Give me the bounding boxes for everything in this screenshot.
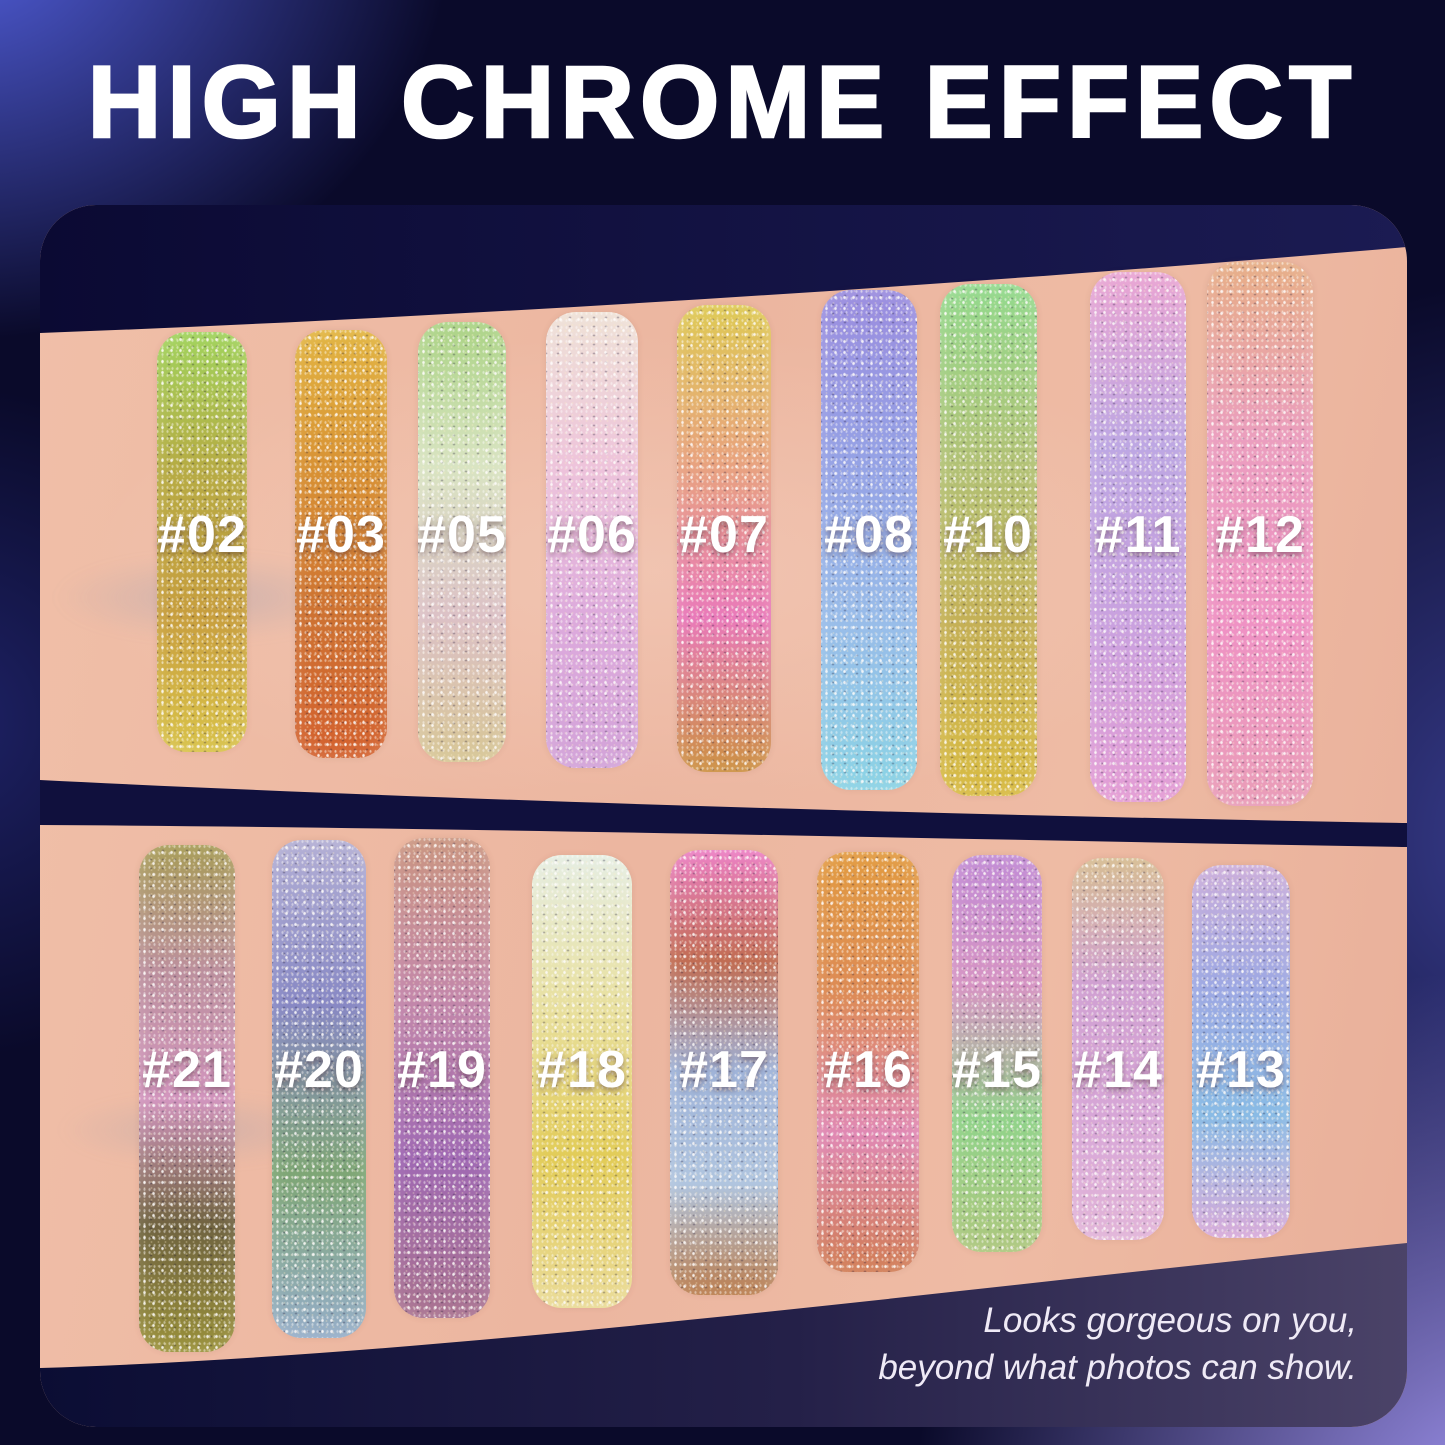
swatch-strip-15 [952, 855, 1042, 1252]
photo-top-dark-region [40, 205, 1407, 333]
swatch-label-07: #07 [679, 506, 769, 564]
swatch-label-02: #02 [157, 506, 247, 564]
swatch-label-13: #13 [1196, 1041, 1286, 1099]
photo-shapes [40, 205, 1407, 1427]
swatch-label-10: #10 [943, 506, 1033, 564]
swatch-label-05: #05 [417, 506, 507, 564]
swatch-strip-07 [677, 305, 771, 772]
swatch-strip-17 [670, 850, 778, 1295]
swatch-strip-05 [418, 322, 506, 762]
swatch-label-17: #17 [679, 1041, 769, 1099]
caption-line-1: Looks gorgeous on you, [983, 1300, 1357, 1340]
swatch-strip-10 [939, 284, 1037, 796]
swatch-label-12: #12 [1215, 506, 1305, 564]
swatch-strip-20 [272, 840, 366, 1338]
swatch-strip-11 [1090, 272, 1186, 802]
caption: Looks gorgeous on you, beyond what photo… [878, 1297, 1357, 1392]
swatch-strip-14 [1072, 858, 1164, 1240]
swatch-label-16: #16 [823, 1041, 913, 1099]
swatch-label-14: #14 [1073, 1041, 1163, 1099]
page-title: HIGH CHROME EFFECT [86, 44, 1358, 161]
swatch-strip-03 [295, 330, 387, 758]
swatch-strip-21 [139, 845, 235, 1352]
swatch-label-15: #15 [952, 1041, 1042, 1099]
arm-separator-band [40, 780, 1407, 847]
swatch-strip-02 [157, 332, 247, 752]
swatch-label-03: #03 [296, 506, 386, 564]
swatch-label-19: #19 [397, 1041, 487, 1099]
swatch-label-11: #11 [1094, 506, 1182, 564]
swatch-strip-12 [1207, 262, 1313, 806]
swatch-strip-16 [817, 852, 919, 1272]
swatch-label-20: #20 [274, 1041, 364, 1099]
swatch-strip-18 [532, 855, 632, 1308]
swatch-strip-19 [394, 838, 490, 1318]
swatch-strip-13 [1192, 865, 1290, 1238]
swatch-label-18: #18 [537, 1041, 627, 1099]
swatch-strip-06 [546, 312, 638, 768]
swatch-strip-08 [821, 290, 917, 790]
swatch-photo-panel: #02 #03 #05 #06 #07 #08 #10 #11 #12 #21 #20 #19 #18 #… [40, 205, 1407, 1427]
caption-line-2: beyond what photos can show. [878, 1347, 1357, 1387]
swatch-label-21: #21 [142, 1041, 232, 1099]
swatch-label-08: #08 [824, 506, 914, 564]
swatch-label-06: #06 [547, 506, 637, 564]
photo-bottom-dark-region [40, 1243, 1407, 1427]
